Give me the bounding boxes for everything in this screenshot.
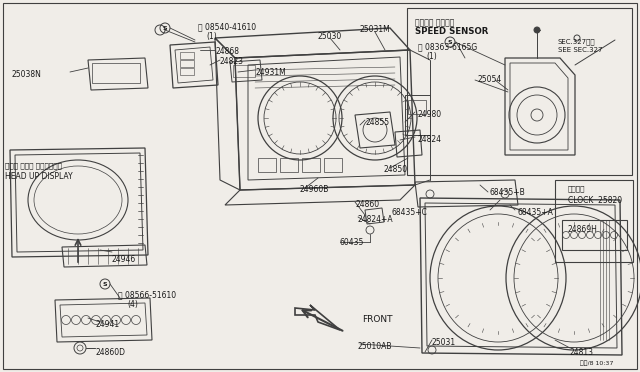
Text: HEAD UP DISPLAY: HEAD UP DISPLAY xyxy=(5,172,72,181)
Bar xyxy=(180,60,194,67)
Text: 25010AB: 25010AB xyxy=(358,342,392,351)
Text: 24960B: 24960B xyxy=(300,185,330,194)
Text: SPEED SENSOR: SPEED SENSOR xyxy=(415,27,488,36)
Text: FRONT: FRONT xyxy=(362,315,392,324)
Text: 24860: 24860 xyxy=(356,200,380,209)
Text: S: S xyxy=(163,26,167,31)
Bar xyxy=(555,180,633,262)
Bar xyxy=(408,100,426,114)
Text: S: S xyxy=(448,39,452,45)
Text: 68435+C: 68435+C xyxy=(392,208,428,217)
Bar xyxy=(180,52,194,59)
Text: 24860D: 24860D xyxy=(95,348,125,357)
Polygon shape xyxy=(295,305,340,330)
Circle shape xyxy=(534,27,540,33)
Text: 24980: 24980 xyxy=(418,110,442,119)
Text: 24931M: 24931M xyxy=(255,68,285,77)
Text: (1): (1) xyxy=(206,32,217,41)
Text: 24855: 24855 xyxy=(365,118,389,127)
Text: 24868: 24868 xyxy=(215,47,239,56)
Bar xyxy=(302,158,320,172)
Text: 24941: 24941 xyxy=(95,320,119,329)
Text: 68435+A: 68435+A xyxy=(517,208,553,217)
Text: SEE SEC.327: SEE SEC.327 xyxy=(558,47,602,53)
Bar xyxy=(92,63,140,83)
Bar xyxy=(233,65,255,77)
Text: 24946: 24946 xyxy=(112,255,136,264)
Text: SEC.327参照: SEC.327参照 xyxy=(558,38,596,45)
Text: 24850: 24850 xyxy=(383,165,407,174)
Text: 68435+B: 68435+B xyxy=(490,188,525,197)
Text: S: S xyxy=(102,282,108,286)
Text: 24813: 24813 xyxy=(570,348,594,357)
Text: Ⓢ 08363-6165G: Ⓢ 08363-6165G xyxy=(418,42,477,51)
Text: アピ/8 10:37: アピ/8 10:37 xyxy=(580,360,613,366)
Text: 25038N: 25038N xyxy=(12,70,42,79)
Text: スピード センサー: スピード センサー xyxy=(415,18,454,27)
Bar xyxy=(407,8,632,175)
Text: Ⓢ 08540-41610: Ⓢ 08540-41610 xyxy=(198,22,256,31)
Text: 60435: 60435 xyxy=(340,238,364,247)
Text: Ⓢ 08566-51610: Ⓢ 08566-51610 xyxy=(118,290,176,299)
Bar xyxy=(258,158,276,172)
Text: 25031: 25031 xyxy=(432,338,456,347)
Text: (1): (1) xyxy=(426,52,436,61)
Bar xyxy=(180,68,194,75)
Text: 24824: 24824 xyxy=(418,135,442,144)
Text: (4): (4) xyxy=(127,300,138,309)
Bar xyxy=(280,158,298,172)
Text: 24824+A: 24824+A xyxy=(358,215,394,224)
Text: 24869H: 24869H xyxy=(568,225,598,234)
Text: ブロック: ブロック xyxy=(568,185,586,192)
Text: 25054: 25054 xyxy=(477,75,501,84)
Bar xyxy=(324,158,342,172)
Text: CLOCK  25820: CLOCK 25820 xyxy=(568,196,622,205)
Text: ヘッド アップ ディスプレー: ヘッド アップ ディスプレー xyxy=(5,162,62,169)
Bar xyxy=(562,220,627,250)
Text: 24823: 24823 xyxy=(220,57,244,66)
Text: 25030: 25030 xyxy=(318,32,342,41)
Text: 25031M: 25031M xyxy=(360,25,391,34)
